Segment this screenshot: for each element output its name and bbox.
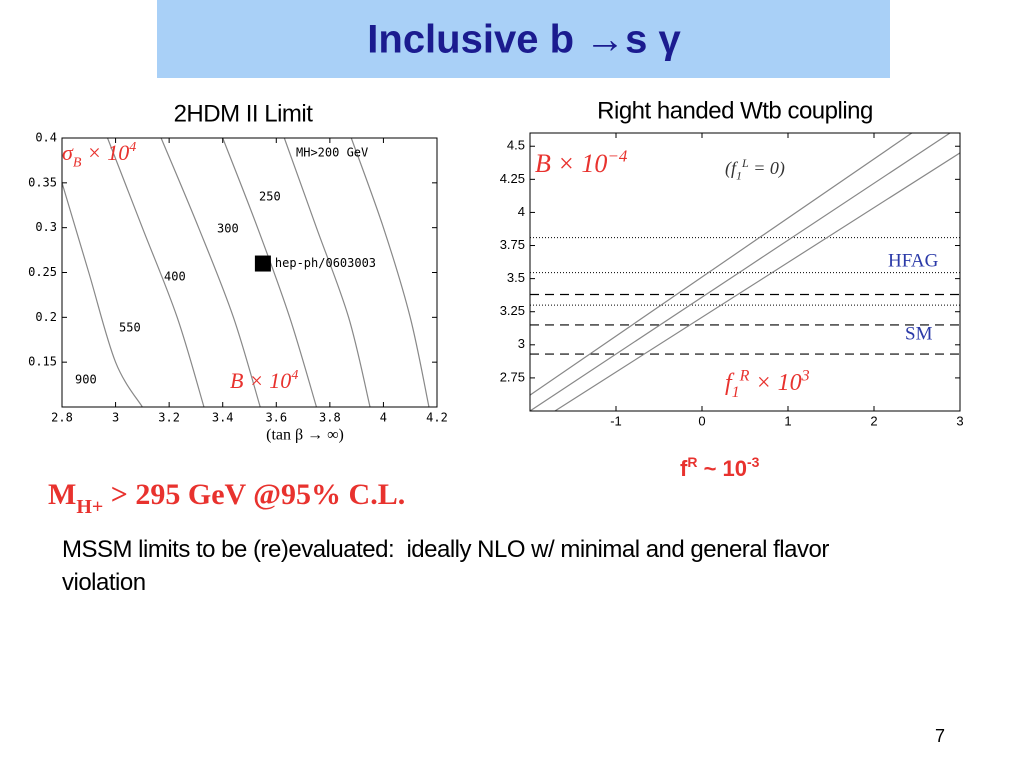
point bbox=[254, 255, 271, 272]
text-part: M bbox=[48, 478, 76, 511]
title-banner bbox=[157, 0, 890, 78]
x-tick-label: 3.4 bbox=[212, 411, 234, 425]
text-part: × 10 bbox=[749, 370, 801, 396]
plot-area bbox=[62, 138, 430, 407]
x-axis-label: (tan β → ∞) bbox=[266, 427, 344, 444]
text-part: 3 bbox=[801, 367, 810, 384]
x-tick-label: 3.2 bbox=[158, 411, 180, 425]
chart-title: Right handed Wtb coupling bbox=[597, 97, 873, 124]
x-tick-label: 1 bbox=[784, 413, 791, 428]
curve bbox=[106, 138, 205, 407]
x-tick-label: 4.2 bbox=[426, 411, 448, 425]
text-part: 1 bbox=[736, 168, 742, 182]
rich-text: fR ~ 10-3 bbox=[680, 454, 760, 481]
rich-text: f1R × 103 bbox=[725, 367, 810, 401]
y-tick-label: 4.5 bbox=[507, 138, 525, 153]
text-part: (f bbox=[725, 158, 739, 179]
y-tick-label: 0.35 bbox=[28, 175, 57, 189]
y-tick-label: 0.2 bbox=[35, 310, 57, 324]
text-part: 4 bbox=[129, 140, 136, 155]
body-text: MSSM limits to be (re)evaluated: ideally… bbox=[62, 536, 835, 596]
y-tick-label: 3.25 bbox=[500, 303, 525, 318]
y-tick-label: 2.75 bbox=[500, 369, 525, 384]
x-tick-label: 3.6 bbox=[265, 411, 287, 425]
curve-label: 250 bbox=[259, 190, 281, 204]
page-number: 7 bbox=[935, 726, 945, 746]
point-label: hep-ph/0603003 bbox=[275, 256, 376, 270]
rich-text: (f1L = 0) bbox=[725, 156, 785, 183]
curve-label: MH>200 GeV bbox=[296, 146, 368, 160]
text-part: σ bbox=[62, 140, 74, 165]
text-part: 4 bbox=[291, 368, 298, 383]
reference-label: HFAG bbox=[888, 250, 939, 271]
plot-frame bbox=[529, 132, 961, 412]
text-part: R bbox=[739, 367, 750, 384]
text-part: H+ bbox=[76, 496, 103, 518]
x-tick-label: 0 bbox=[698, 413, 705, 428]
y-tick-label: 3.5 bbox=[507, 270, 525, 285]
x-tick-label: 3 bbox=[112, 411, 119, 425]
curve-label: 900 bbox=[75, 373, 97, 387]
curve bbox=[222, 138, 318, 407]
text-part: B bbox=[230, 368, 243, 393]
curve-label: 300 bbox=[217, 222, 239, 236]
curve bbox=[350, 138, 430, 407]
text-part: −4 bbox=[607, 147, 627, 166]
curve bbox=[283, 138, 371, 407]
y-tick-label: 4 bbox=[518, 204, 525, 219]
rich-text: B × 10−4 bbox=[535, 147, 628, 178]
text-part: R bbox=[687, 454, 697, 470]
text-part: f bbox=[725, 370, 735, 396]
y-tick-label: 0.15 bbox=[28, 355, 57, 369]
y-tick-label: 3 bbox=[518, 336, 525, 351]
text-part: > 295 GeV @95% C.L. bbox=[103, 478, 405, 511]
y-tick-label: 3.75 bbox=[500, 237, 525, 252]
curve bbox=[530, 133, 952, 411]
x-tick-label: -1 bbox=[610, 413, 622, 428]
y-tick-label: 0.3 bbox=[35, 220, 57, 234]
rich-text: B × 104 bbox=[230, 368, 298, 393]
reference-label: SM bbox=[905, 323, 933, 344]
text-part: ~ 10 bbox=[697, 456, 747, 481]
y-tick-label: 4.25 bbox=[500, 171, 525, 186]
rich-text: MH+ > 295 GeV @95% C.L. bbox=[48, 478, 405, 518]
text-part: × 10 bbox=[551, 149, 608, 178]
rich-text: σB × 104 bbox=[62, 140, 136, 171]
text-part: × 10 bbox=[81, 140, 129, 165]
text-part: -3 bbox=[747, 454, 760, 470]
text-part: B bbox=[73, 156, 82, 171]
slide-title: Inclusive b →s γ bbox=[367, 18, 681, 62]
plot-frame bbox=[61, 137, 438, 408]
chart-title: 2HDM II Limit bbox=[174, 100, 314, 127]
text-part: × 10 bbox=[243, 368, 291, 393]
text-part: = 0) bbox=[749, 158, 785, 179]
x-tick-label: 2.8 bbox=[51, 411, 73, 425]
x-tick-label: 2 bbox=[870, 413, 877, 428]
curve bbox=[553, 152, 960, 411]
x-tick-label: 3.8 bbox=[319, 411, 341, 425]
plot-area bbox=[530, 133, 960, 411]
curve bbox=[62, 182, 143, 407]
text-part: L bbox=[741, 156, 749, 170]
x-tick-label: 4 bbox=[380, 411, 387, 425]
curve-label: 550 bbox=[119, 321, 141, 335]
y-tick-label: 0.4 bbox=[35, 131, 57, 145]
y-tick-label: 0.25 bbox=[28, 265, 57, 279]
text-part: f bbox=[680, 456, 688, 481]
curve-label: 400 bbox=[164, 270, 186, 284]
curve bbox=[530, 133, 913, 396]
x-tick-label: 3 bbox=[956, 413, 963, 428]
curve bbox=[160, 138, 261, 407]
text-part: 1 bbox=[732, 384, 740, 401]
text-part: B bbox=[535, 149, 551, 178]
